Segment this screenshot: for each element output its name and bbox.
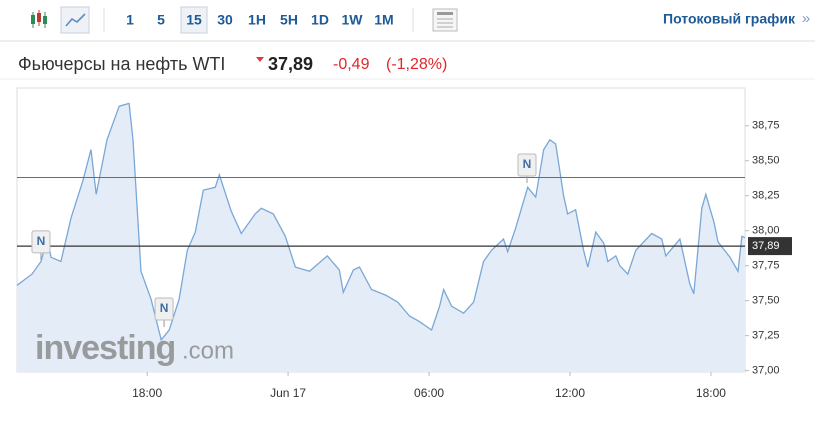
- watermark-brand: investing: [35, 329, 175, 367]
- y-tick-label: 37,00: [752, 365, 780, 377]
- x-tick-label: 06:00: [414, 386, 444, 400]
- price: 37,89: [268, 54, 313, 74]
- x-tick-label: 18:00: [132, 386, 162, 400]
- interval-button[interactable]: 1H: [248, 12, 266, 28]
- down-icon: [256, 57, 264, 62]
- current-price-label: 37,89: [752, 240, 780, 252]
- change: -0,49: [333, 56, 370, 73]
- news-marker-label: N: [523, 157, 532, 171]
- stream-link[interactable]: Потоковый график: [663, 11, 796, 27]
- y-tick-label: 38,75: [752, 120, 780, 132]
- y-tick-label: 37,75: [752, 260, 780, 272]
- change-percent: (-1,28%): [386, 56, 447, 73]
- interval-button[interactable]: 1: [126, 12, 134, 28]
- y-tick-label: 38,00: [752, 225, 780, 237]
- news-marker-label: N: [160, 301, 169, 315]
- line-icon[interactable]: [60, 6, 90, 34]
- y-tick-label: 38,25: [752, 190, 780, 202]
- y-tick-label: 37,50: [752, 295, 780, 307]
- current-price-box: [748, 237, 792, 256]
- interval-button[interactable]: 15: [186, 12, 202, 28]
- y-tick-label: 37,25: [752, 330, 780, 342]
- news-marker-label: N: [37, 234, 46, 248]
- watermark-suffix: .com: [182, 337, 234, 364]
- area-fill: [17, 103, 745, 373]
- news-marker[interactable]: [31, 230, 51, 254]
- stream-arrow[interactable]: »: [802, 10, 810, 27]
- interval-button[interactable]: 1D: [311, 12, 329, 28]
- interval-button[interactable]: 5: [157, 12, 165, 28]
- news-marker[interactable]: [517, 153, 537, 177]
- y-tick-label: 38,50: [752, 155, 780, 167]
- x-tick-label: 18:00: [696, 386, 726, 400]
- interval-button[interactable]: 30: [217, 12, 233, 28]
- interval-button[interactable]: 1M: [374, 12, 393, 28]
- selected-interval: [180, 6, 208, 34]
- price-line: [16, 102, 746, 342]
- candle-icon[interactable]: [31, 10, 47, 28]
- interval-button[interactable]: 1W: [342, 12, 364, 28]
- instrument-title: Фьючерсы на нефть WTI: [18, 54, 225, 74]
- x-tick-label: Jun 17: [270, 386, 306, 400]
- x-tick-label: 12:00: [555, 386, 585, 400]
- interval-button[interactable]: 5H: [280, 12, 298, 28]
- news-marker[interactable]: [154, 297, 174, 321]
- table-icon[interactable]: [432, 8, 458, 32]
